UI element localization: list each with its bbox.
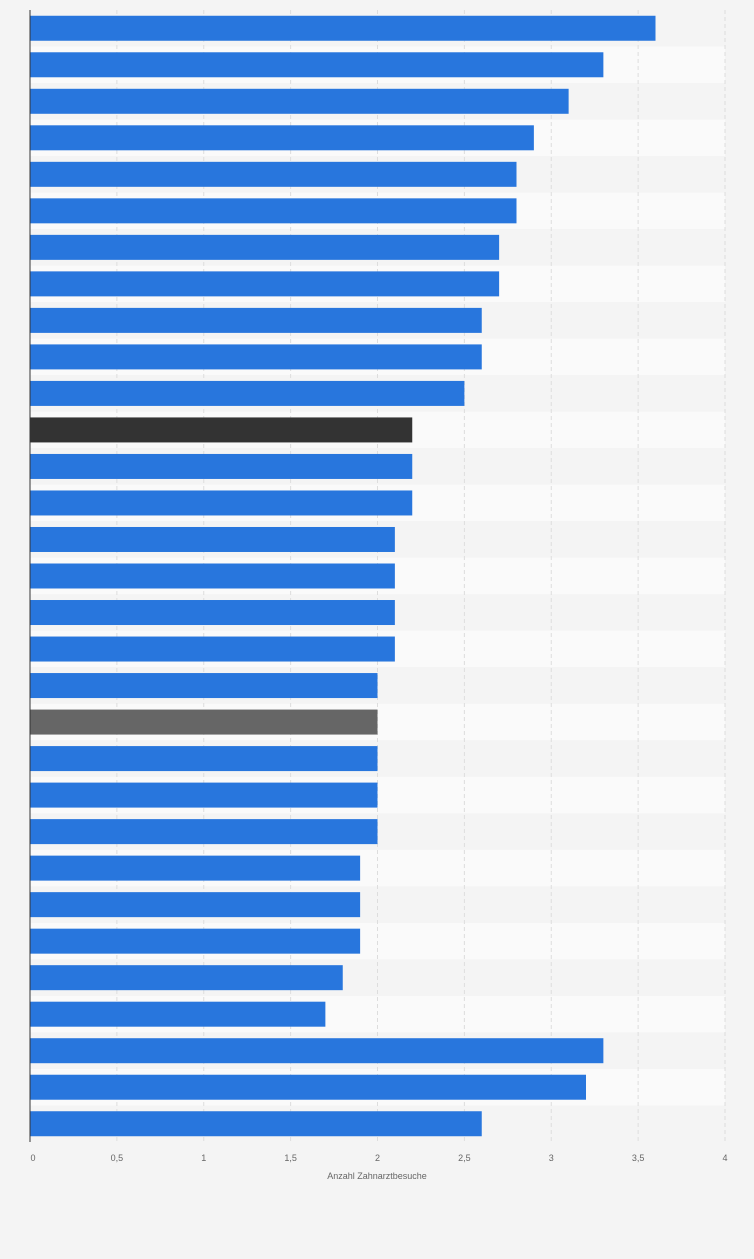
bar[interactable] bbox=[30, 417, 413, 443]
x-tick-label: 2 bbox=[375, 1153, 380, 1163]
x-axis-title: Anzahl Zahnarztbesuche bbox=[327, 1171, 427, 1181]
bar[interactable] bbox=[30, 709, 378, 735]
bar[interactable] bbox=[30, 636, 395, 662]
x-tick-labels: 0 0,5 1 1,5 2 2,5 3 3,5 4 bbox=[30, 1153, 727, 1163]
bar[interactable] bbox=[30, 746, 378, 772]
x-tick-label: 3,5 bbox=[632, 1153, 645, 1163]
bar[interactable] bbox=[30, 1111, 482, 1137]
x-tick-label: 1,5 bbox=[284, 1153, 297, 1163]
x-tick-label: 3 bbox=[549, 1153, 554, 1163]
bar[interactable] bbox=[30, 1001, 326, 1027]
bar[interactable] bbox=[30, 52, 604, 78]
bar[interactable] bbox=[30, 819, 378, 845]
bar[interactable] bbox=[30, 88, 569, 114]
bar[interactable] bbox=[30, 125, 534, 151]
bar[interactable] bbox=[30, 928, 361, 954]
x-tick-label: 0,5 bbox=[111, 1153, 124, 1163]
bar[interactable] bbox=[30, 1038, 604, 1064]
bar[interactable] bbox=[30, 161, 517, 187]
bar[interactable] bbox=[30, 453, 413, 479]
bar[interactable] bbox=[30, 234, 500, 260]
bar[interactable] bbox=[30, 307, 482, 333]
bar[interactable] bbox=[30, 855, 361, 881]
bar[interactable] bbox=[30, 563, 395, 589]
bar[interactable] bbox=[30, 15, 656, 41]
x-tick-label: 0 bbox=[30, 1153, 35, 1163]
x-tick-label: 4 bbox=[722, 1153, 727, 1163]
bar[interactable] bbox=[30, 965, 343, 991]
bar[interactable] bbox=[30, 380, 465, 406]
bar[interactable] bbox=[30, 673, 378, 699]
x-tick-label: 1 bbox=[201, 1153, 206, 1163]
bar[interactable] bbox=[30, 600, 395, 626]
bar[interactable] bbox=[30, 271, 500, 297]
bar[interactable] bbox=[30, 490, 413, 516]
x-tick-label: 2,5 bbox=[458, 1153, 471, 1163]
bars bbox=[30, 15, 656, 1137]
bar[interactable] bbox=[30, 198, 517, 224]
bar[interactable] bbox=[30, 892, 361, 918]
bar[interactable] bbox=[30, 1074, 586, 1100]
bar[interactable] bbox=[30, 526, 395, 552]
bar[interactable] bbox=[30, 782, 378, 808]
bar[interactable] bbox=[30, 344, 482, 370]
